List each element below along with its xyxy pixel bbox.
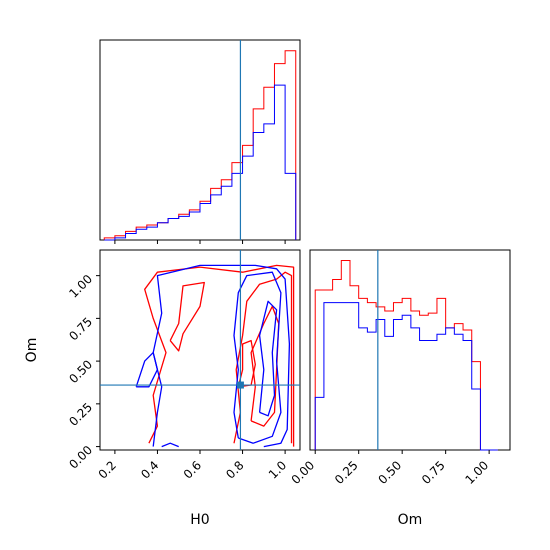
h0-om-contour-data [100,250,300,450]
contour-inner [135,264,295,448]
contour-blue-path-3 [258,300,278,417]
contour-red-path-2 [169,281,205,352]
contour-xtick-label-4: 1.0 [266,458,289,481]
om-histogram-frame [309,249,511,451]
om-histogram-series-blue [314,302,498,451]
contour-truth-marker [236,381,244,389]
contour-ytick-label-0: 0.00 [66,443,95,472]
contour-ytick-label-1: 0.25 [66,400,95,429]
contour-xtick-label-1: 0.4 [138,458,161,481]
om-histogram-xtick-label-1: 0.25 [332,458,361,487]
h0-histogram-data [103,40,297,241]
contour-blue-path-0 [152,264,291,448]
om-histogram-xtick-label-4: 1.00 [462,458,491,487]
contour-blue-path-1 [233,271,282,444]
om-histogram-xlabel: Om [398,512,423,528]
h0-histogram-series-blue [104,84,297,241]
contour-xtick-label-3: 0.8 [223,458,246,481]
h0-histogram-panel [99,39,301,241]
contour-blue-path-2 [135,351,159,388]
om-histogram-xtick-label-3: 0.75 [419,458,448,487]
contour-red-path-0 [144,264,295,447]
contour-ytick-label-2: 0.50 [66,357,95,386]
contour-xtick-label-2: 0.6 [181,458,204,481]
contour-blue-path-4 [161,442,179,448]
om-histogram-series-red [314,260,498,451]
h0-om-contour-frame [99,249,301,451]
contour-red-path-1 [233,271,293,444]
contour-xlabel: H0 [190,512,209,528]
contour-ylabel: Om [24,338,40,363]
contour-ytick-label-3: 0.75 [66,315,95,344]
h0-om-contour-panel [99,249,301,451]
om-histogram-xtick-label-2: 0.50 [376,458,405,487]
om-histogram-panel [309,249,511,451]
om-histogram-xtick-label-0: 0.00 [289,458,318,487]
contour-xtick-label-0: 0.2 [96,458,119,481]
om-histogram-data [314,250,498,451]
contour-ytick-label-4: 1.00 [66,272,95,301]
